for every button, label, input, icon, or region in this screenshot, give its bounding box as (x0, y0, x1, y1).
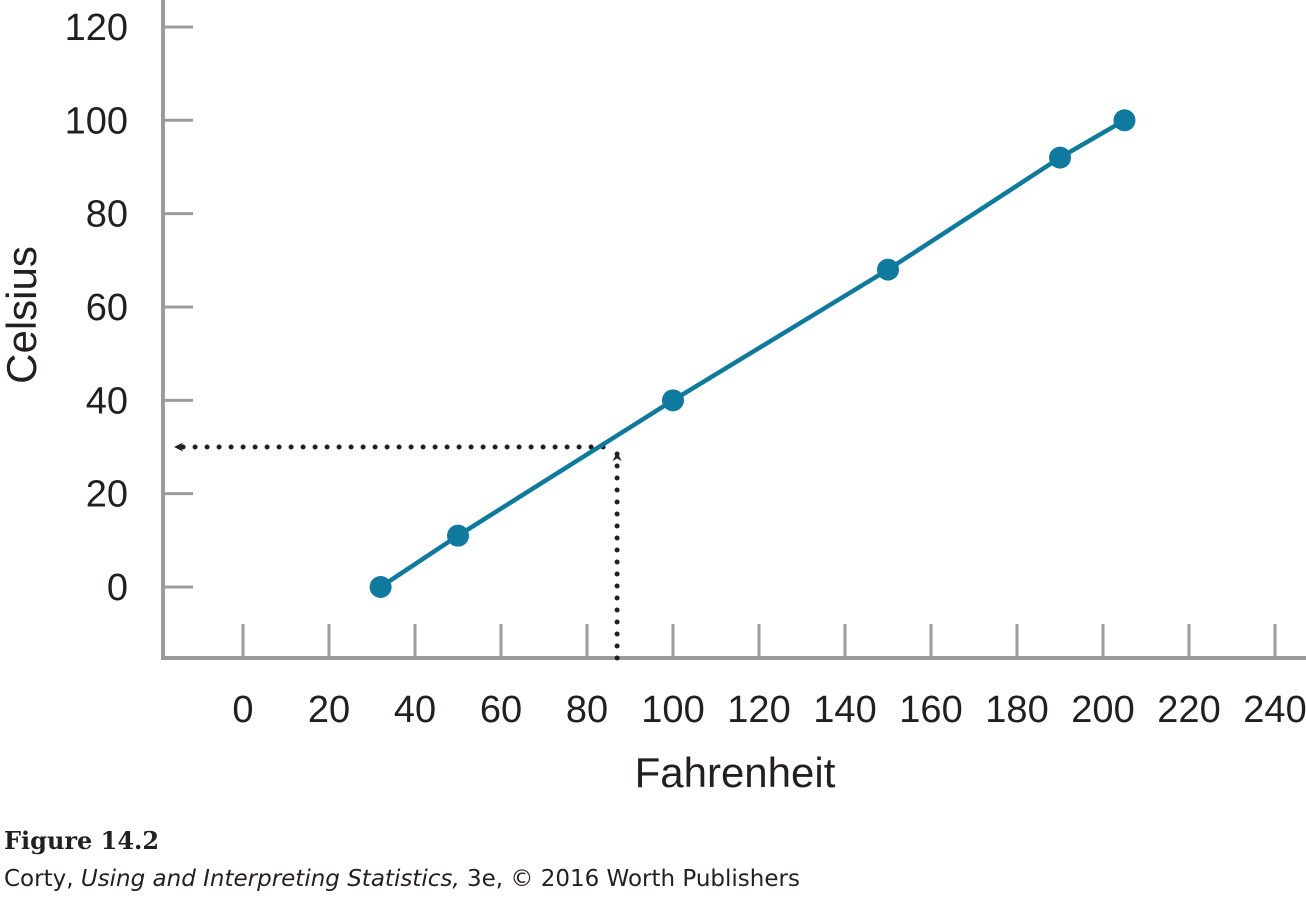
x-tick-label: 120 (727, 689, 790, 731)
x-tick-label: 40 (394, 689, 436, 731)
x-tick-label: 100 (641, 689, 704, 731)
figure-title: Figure 14.2 (4, 826, 160, 855)
y-tick-label: 40 (86, 380, 128, 422)
data-point (369, 576, 392, 598)
credit-book-title: Using and Interpreting Statistics, (80, 866, 460, 892)
y-axis-title: Celsius (0, 246, 45, 384)
fahrenheit-celsius-chart: 0 20 40 60 80 100 120 0 20 40 60 80 100 120 140 160 180 2… (0, 0, 1306, 796)
y-tick-label: 60 (86, 287, 128, 329)
data-point (877, 258, 899, 281)
x-axis-title: Fahrenheit (635, 749, 836, 796)
credit-author: Corty, (4, 866, 81, 892)
y-tick-label: 0 (107, 567, 128, 609)
x-tick-label: 200 (1071, 689, 1134, 731)
series-line (379, 118, 1126, 589)
data-point (1049, 146, 1071, 169)
y-tick-label: 20 (86, 474, 128, 516)
x-tick-label: 80 (566, 689, 608, 731)
data-point (662, 389, 684, 412)
x-tick-label: 160 (899, 689, 962, 731)
x-tick-label: 60 (480, 689, 522, 731)
data-point (1113, 109, 1136, 132)
y-tick-label: 100 (65, 100, 128, 142)
x-tick-label: 20 (308, 689, 350, 731)
x-tick-label: 140 (813, 689, 876, 731)
y-tick-label: 80 (86, 194, 128, 236)
x-tick-label: 0 (232, 689, 253, 731)
credit-rest: 3e, © 2016 Worth Publishers (459, 866, 800, 892)
x-tick-label: 220 (1157, 689, 1220, 731)
x-tick-label: 240 (1243, 689, 1306, 731)
data-point (447, 524, 469, 547)
x-tick-label: 180 (985, 689, 1048, 731)
figure-credit: Corty, Using and Interpreting Statistics… (4, 866, 800, 892)
y-tick-label: 120 (65, 7, 128, 49)
